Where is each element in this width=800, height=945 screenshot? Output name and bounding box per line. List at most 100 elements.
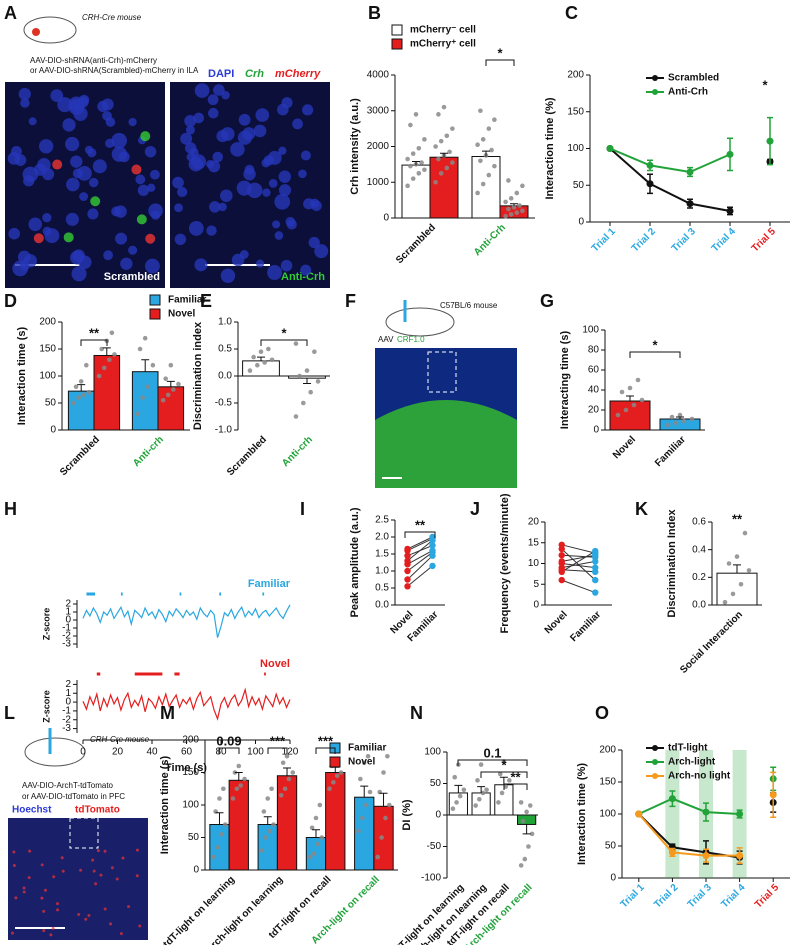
data-point — [558, 576, 565, 584]
x-tick-label: Trial 2 — [630, 226, 659, 255]
cell — [121, 856, 125, 860]
x-tick-label: Trial 3 — [686, 882, 715, 911]
nucleus — [135, 174, 146, 185]
data-point — [475, 142, 480, 148]
nucleus — [103, 250, 114, 261]
panel-label: O — [595, 703, 609, 723]
nucleus — [37, 158, 51, 172]
y-tick-label: 200 — [182, 735, 199, 746]
cell — [127, 905, 131, 909]
x-tick-label: Scrambled — [225, 434, 269, 478]
data-point — [286, 776, 292, 782]
y-tick-label: 100 — [182, 800, 199, 811]
nucleus — [300, 150, 311, 161]
bar — [228, 779, 249, 871]
y-tick-label: 150 — [39, 344, 56, 355]
data-point — [429, 547, 436, 554]
image-caption: Anti-Crh — [281, 271, 325, 283]
nucleus — [237, 130, 253, 145]
legend-swatch — [391, 24, 403, 36]
data-point — [261, 809, 267, 814]
nucleus — [267, 150, 282, 165]
data-point — [319, 835, 325, 840]
x-tick-label: 100 — [247, 747, 264, 758]
pair-line — [561, 544, 596, 554]
y-tick-label: 1000 — [367, 177, 390, 188]
nucleus — [87, 208, 99, 220]
data-point — [265, 796, 271, 801]
data-point — [165, 392, 171, 398]
y-tick-label: 0.4 — [692, 544, 706, 555]
data-point — [478, 108, 483, 114]
bar — [157, 386, 185, 431]
data-point — [520, 208, 525, 214]
nucleus — [310, 198, 320, 208]
trace-line — [82, 604, 291, 638]
nucleus — [8, 227, 21, 240]
nucleus — [272, 220, 281, 229]
error-bar — [510, 203, 518, 206]
data-point — [416, 145, 422, 151]
cell — [12, 864, 16, 868]
error-bar — [379, 792, 388, 807]
nucleus — [278, 146, 287, 155]
legend-swatch — [149, 294, 161, 306]
y-axis-label: Frequency (events/minute) — [499, 493, 511, 633]
data-point — [290, 770, 296, 775]
bar — [288, 375, 326, 379]
sig-label: * — [652, 337, 658, 352]
y-axis-label: Interaction time (%) — [576, 763, 588, 865]
sig-label: * — [281, 325, 287, 340]
data-point — [307, 854, 313, 860]
cell — [135, 848, 139, 852]
error-bar — [283, 767, 292, 776]
virus-text: or AAV-DIO-tdTomato in PFC — [22, 792, 125, 801]
data-point — [619, 389, 625, 395]
data-point — [508, 212, 514, 217]
nucleus — [285, 216, 296, 227]
x-tick-label: Familiar — [653, 434, 688, 469]
nucleus — [65, 136, 80, 152]
cell — [61, 869, 65, 873]
nucleus — [66, 177, 80, 192]
data-point — [359, 815, 365, 821]
panel-label: I — [300, 499, 305, 519]
panel-label: F — [345, 291, 356, 311]
nucleus — [111, 146, 128, 162]
data-point — [668, 848, 676, 856]
data-point — [361, 760, 367, 766]
y-tick-label: 0 — [435, 810, 441, 821]
y-tick-label: 100 — [582, 325, 599, 336]
nucleus — [239, 250, 249, 259]
data-point — [84, 362, 89, 368]
data-point — [506, 178, 511, 183]
data-point — [221, 786, 226, 792]
data-point — [478, 158, 483, 164]
nucleus — [262, 188, 271, 197]
cell — [40, 863, 44, 867]
panel-label: H — [4, 499, 17, 519]
x-tick-label: Trial 3 — [670, 226, 699, 255]
data-point — [475, 190, 480, 196]
nucleus — [206, 159, 215, 169]
data-point — [405, 156, 410, 162]
sig-bracket — [267, 747, 288, 754]
y-tick-label: 40 — [588, 385, 600, 396]
y-tick-label: 0.6 — [692, 517, 706, 528]
data-point — [331, 779, 336, 785]
data-point — [592, 576, 599, 584]
data-point — [506, 206, 511, 212]
cell — [56, 902, 60, 906]
y-tick-label: 15 — [528, 537, 540, 548]
data-point — [503, 213, 508, 219]
data-point — [726, 150, 734, 158]
cell — [40, 896, 44, 900]
data-point — [217, 796, 222, 801]
y-tick-label: 2 — [65, 599, 71, 610]
y-tick-label: 0.5 — [375, 583, 389, 594]
data-point — [722, 599, 728, 605]
nucleus — [88, 177, 99, 188]
cell — [42, 909, 46, 913]
nucleus — [216, 130, 229, 143]
nucleus — [42, 213, 52, 223]
